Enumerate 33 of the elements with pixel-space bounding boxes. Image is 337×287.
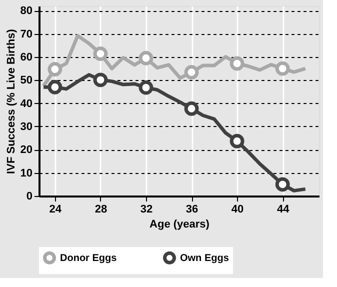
x-tick-label: 40 bbox=[231, 204, 244, 216]
y-tick-label: 30 bbox=[20, 120, 32, 133]
point bbox=[138, 80, 154, 95]
y-tick-label: 80 bbox=[20, 5, 32, 18]
point bbox=[275, 61, 290, 76]
y-tick-label: 70 bbox=[20, 28, 32, 40]
x-tick-label: 28 bbox=[94, 204, 108, 216]
legend-label: Donor Eggs bbox=[60, 252, 118, 264]
point bbox=[138, 50, 154, 66]
point bbox=[184, 65, 199, 80]
legend-label: Own Eggs bbox=[180, 252, 230, 264]
point bbox=[230, 56, 244, 71]
point bbox=[184, 101, 199, 116]
y-tick-label: 60 bbox=[20, 51, 32, 64]
point bbox=[93, 72, 108, 88]
x-tick-label: 36 bbox=[186, 204, 198, 216]
point bbox=[93, 46, 108, 61]
x-tick-label: 32 bbox=[140, 204, 153, 216]
line-series bbox=[42, 34, 308, 88]
x-tick-label: 24 bbox=[49, 204, 62, 216]
y-tick-label: 40 bbox=[20, 98, 32, 110]
point bbox=[48, 62, 62, 76]
y-tick-label: 0 bbox=[26, 190, 32, 202]
point bbox=[48, 80, 62, 94]
y-axis-title: IVF Success (% Live Births) bbox=[5, 28, 18, 174]
point bbox=[230, 134, 244, 148]
y-tick-label: 10 bbox=[20, 167, 32, 180]
y-tick-label: 50 bbox=[20, 74, 32, 87]
x-tick-label: 44 bbox=[276, 204, 290, 216]
line-series bbox=[42, 73, 308, 192]
x-axis-title: Age (years) bbox=[150, 218, 210, 230]
y-tick-label: 20 bbox=[20, 144, 32, 156]
point bbox=[275, 177, 290, 192]
